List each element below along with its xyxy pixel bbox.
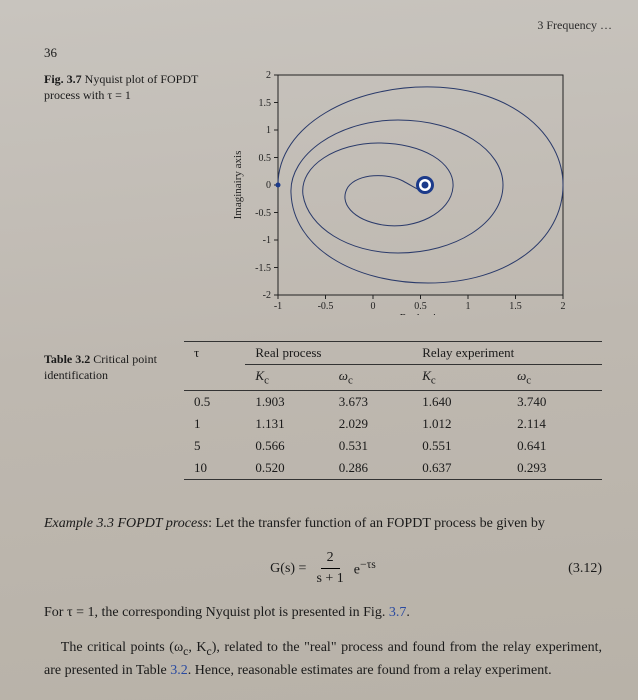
nyquist-chart: -1 -0.5 0 0.5 1 1.5 2 -2 -1 bbox=[204, 65, 602, 315]
svg-text:2: 2 bbox=[561, 301, 566, 312]
equation: G(s) = 2 s + 1 e−τs (3.12) bbox=[44, 548, 602, 590]
example-para3: The critical points (ωc, Kc), related to… bbox=[44, 638, 602, 681]
col-tau: τ bbox=[184, 342, 245, 391]
svg-text:1: 1 bbox=[466, 301, 471, 312]
equation-number: (3.12) bbox=[568, 559, 602, 579]
running-head: 3 Frequency … bbox=[44, 18, 612, 33]
example-intro: Example 3.3 FOPDT process: Let the trans… bbox=[44, 514, 602, 534]
table-caption: Table 3.2 Critical point identification bbox=[44, 341, 184, 383]
col-group-real: Real process bbox=[245, 342, 412, 365]
svg-text:-2: -2 bbox=[263, 290, 271, 301]
x-axis-label: Real axis bbox=[400, 312, 441, 315]
col-kc2: Kc bbox=[412, 365, 507, 391]
svg-text:-0.5: -0.5 bbox=[318, 301, 334, 312]
col-wc2: ωc bbox=[507, 365, 602, 391]
table-row: 50.5660.5310.5510.641 bbox=[184, 435, 602, 457]
table-row: 11.1312.0291.0122.114 bbox=[184, 413, 602, 435]
target-marker bbox=[416, 176, 434, 194]
svg-text:1.5: 1.5 bbox=[509, 301, 522, 312]
page: 3 Frequency … 36 Fig. 3.7 Nyquist plot o… bbox=[0, 0, 638, 700]
table-row: 100.5200.2860.6370.293 bbox=[184, 457, 602, 480]
svg-text:0.5: 0.5 bbox=[259, 153, 272, 164]
svg-text:-1: -1 bbox=[274, 301, 282, 312]
svg-text:-0.5: -0.5 bbox=[255, 208, 271, 219]
figure-label: Fig. 3.7 bbox=[44, 72, 82, 86]
example-text: Example 3.3 FOPDT process: Let the trans… bbox=[44, 514, 602, 681]
page-number: 36 bbox=[44, 45, 602, 61]
critical-point-table: τ Real process Relay experiment Kc ωc Kc… bbox=[184, 341, 602, 480]
y-axis-label: Imaginairy axis bbox=[232, 151, 244, 220]
col-group-relay: Relay experiment bbox=[412, 342, 602, 365]
svg-text:-1.5: -1.5 bbox=[255, 263, 271, 274]
table-block: Table 3.2 Critical point identification … bbox=[44, 341, 602, 480]
figure-caption: Fig. 3.7 Nyquist plot of FOPDT process w… bbox=[44, 65, 204, 103]
fig-ref: 3.7 bbox=[389, 605, 407, 620]
svg-text:0: 0 bbox=[266, 180, 271, 191]
tbl-ref: 3.2 bbox=[170, 663, 188, 678]
critical-point-marker bbox=[276, 183, 281, 188]
svg-text:-1: -1 bbox=[263, 235, 271, 246]
figure-block: Fig. 3.7 Nyquist plot of FOPDT process w… bbox=[44, 65, 602, 315]
svg-text:1.5: 1.5 bbox=[259, 98, 272, 109]
col-wc1: ωc bbox=[329, 365, 412, 391]
table-label: Table 3.2 bbox=[44, 352, 90, 366]
example-para2: For τ = 1, the corresponding Nyquist plo… bbox=[44, 603, 602, 623]
svg-text:0: 0 bbox=[371, 301, 376, 312]
col-kc1: Kc bbox=[245, 365, 328, 391]
svg-text:1: 1 bbox=[266, 125, 271, 136]
table-row: 0.51.9033.6731.6403.740 bbox=[184, 390, 602, 413]
svg-text:2: 2 bbox=[266, 70, 271, 81]
svg-text:0.5: 0.5 bbox=[414, 301, 427, 312]
